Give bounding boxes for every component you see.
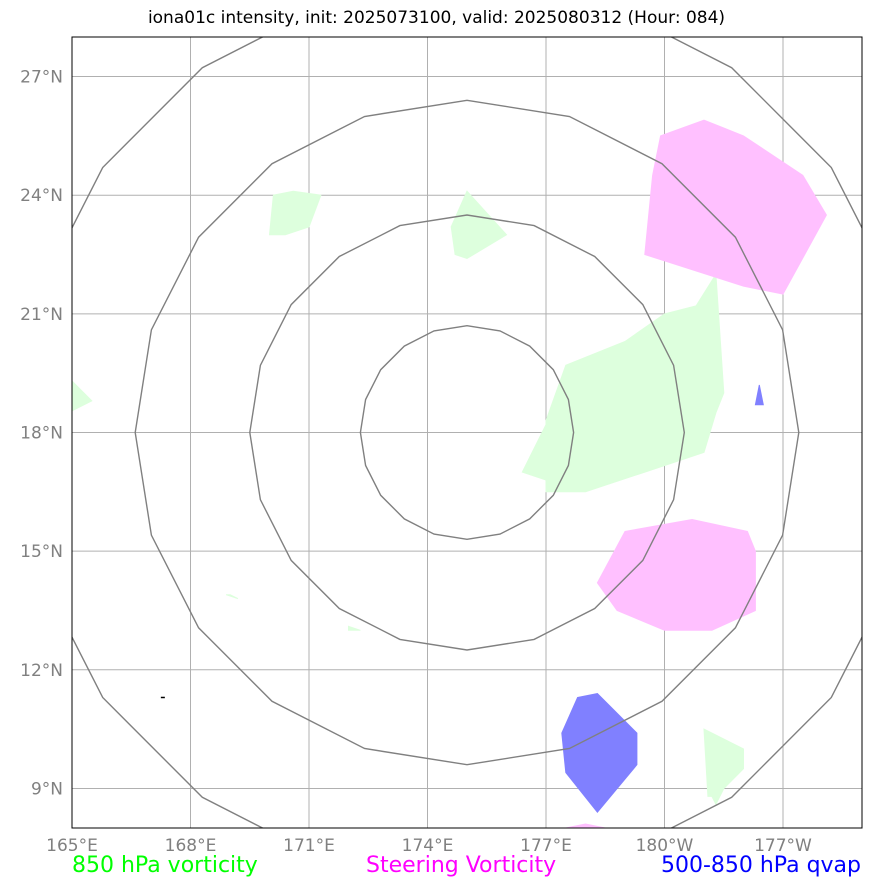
steering-vorticity-region <box>644 119 827 295</box>
vorticity-850-region <box>72 380 93 412</box>
lon-tick-label: 174°E <box>402 836 454 856</box>
range-ring <box>72 37 862 828</box>
lon-tick-label: 180°W <box>636 836 694 856</box>
lat-tick-label: 21°N <box>20 305 63 325</box>
vorticity-850-region <box>268 190 322 236</box>
lat-tick-labels: 9°N 12°N 15°N 18°N 21°N 24°N 27°N <box>20 68 63 800</box>
vorticity-850-region <box>225 594 239 600</box>
qvap-region <box>754 384 764 406</box>
vorticity-850-region <box>348 625 361 631</box>
legend-850-vorticity: 850 hPa vorticity <box>72 853 258 878</box>
plot-frame <box>71 36 863 829</box>
vorticity-850-region <box>703 728 744 806</box>
lat-tick-label: 15°N <box>20 542 63 562</box>
lat-tick-label: 24°N <box>20 186 63 206</box>
range-ring <box>134 99 800 766</box>
lon-tick-label: 168°E <box>165 836 217 856</box>
lon-tick-label: 165°E <box>46 836 98 856</box>
lon-tick-label: 171°E <box>283 836 335 856</box>
chart-title: iona01c intensity, init: 2025073100, val… <box>147 8 726 28</box>
range-ring <box>359 324 575 541</box>
field-fills <box>72 119 827 828</box>
legend-steering-vorticity: Steering Vorticity <box>366 853 557 878</box>
lon-tick-label: 177°E <box>520 836 572 856</box>
legend-qvap: 500-850 hPa qvap <box>660 853 861 878</box>
lat-tick-label: 18°N <box>20 424 63 444</box>
qvap-region <box>561 692 638 813</box>
lon-tick-labels: 165°E 168°E 171°E 174°E 177°E 180°W 177°W <box>46 836 812 856</box>
lat-tick-label: 9°N <box>31 779 63 799</box>
lat-tick-label: 12°N <box>20 661 63 681</box>
vorticity-850-region <box>521 272 725 493</box>
vorticity-850-region <box>450 190 508 260</box>
steering-vorticity-region <box>596 518 756 631</box>
lat-tick-label: 27°N <box>20 68 63 88</box>
lon-tick-label: 177°W <box>754 836 812 856</box>
steering-vorticity-region <box>565 823 606 828</box>
range-ring <box>249 214 686 651</box>
range-rings <box>72 37 862 828</box>
